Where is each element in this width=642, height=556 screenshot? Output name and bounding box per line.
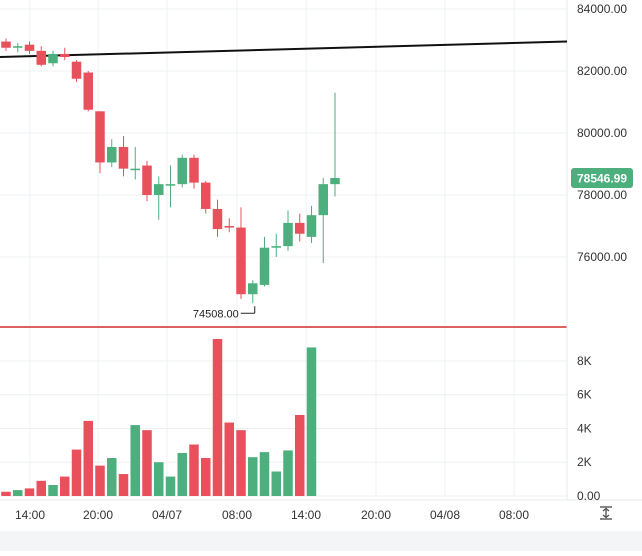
volume-bar bbox=[95, 465, 105, 496]
volume-bar bbox=[259, 452, 270, 496]
volume-tick-label: 4K bbox=[577, 421, 592, 435]
volume-bar bbox=[271, 471, 281, 496]
volume-bar bbox=[212, 339, 223, 496]
bottom-bar bbox=[0, 531, 642, 551]
volume-bar bbox=[165, 476, 176, 496]
candle-body bbox=[283, 222, 293, 247]
last-price-label: 78546.99 bbox=[577, 172, 627, 186]
volume-bar bbox=[24, 488, 35, 496]
time-tick-label: 04/07 bbox=[152, 508, 182, 522]
candle-body bbox=[36, 50, 46, 65]
candle-body bbox=[177, 157, 187, 185]
price-tick-label: 80000.00 bbox=[577, 126, 627, 140]
volume-bar bbox=[83, 420, 93, 496]
candle-body bbox=[212, 208, 223, 230]
candle-body bbox=[248, 283, 258, 295]
candle-body bbox=[224, 226, 234, 228]
candle-body bbox=[201, 182, 211, 209]
candle-body bbox=[330, 178, 340, 185]
volume-bar bbox=[283, 450, 293, 496]
volume-bar bbox=[48, 485, 58, 496]
candle-body bbox=[48, 53, 58, 64]
volume-bar bbox=[142, 430, 152, 496]
volume-bar bbox=[71, 449, 82, 496]
candle-body bbox=[24, 44, 35, 51]
trendline[interactable] bbox=[0, 40, 568, 59]
auto-scale-icon[interactable] bbox=[598, 505, 614, 521]
candles bbox=[1, 38, 340, 304]
candle-body bbox=[318, 184, 328, 216]
volume-bar bbox=[177, 452, 187, 496]
candle-body bbox=[71, 61, 82, 79]
candle-body bbox=[295, 222, 305, 234]
candle-body bbox=[83, 72, 93, 110]
price-tick-label: 78000.00 bbox=[577, 188, 627, 202]
volume-bar bbox=[118, 474, 129, 496]
volume-bar bbox=[60, 476, 70, 496]
candle-body bbox=[271, 246, 281, 248]
volume-tick-label: 6K bbox=[577, 388, 592, 402]
candle-body bbox=[259, 247, 270, 285]
volume-bar bbox=[248, 457, 258, 496]
candle-body bbox=[189, 157, 199, 183]
volume-bar bbox=[236, 430, 246, 496]
candle-body bbox=[13, 46, 23, 48]
time-tick-label: 08:00 bbox=[222, 508, 252, 522]
price-tick-label: 76000.00 bbox=[577, 250, 627, 264]
candle-body bbox=[165, 184, 176, 186]
time-tick-label: 20:00 bbox=[83, 508, 113, 522]
volume-bar bbox=[189, 444, 199, 496]
time-tick-label: 04/08 bbox=[430, 508, 460, 522]
price-tick-label: 84000.00 bbox=[577, 2, 627, 16]
axes: 84000.00 82000.00 80000.00 78000.00 76000.00… bbox=[15, 2, 627, 522]
labels: 78546.99 74508.00 bbox=[193, 168, 633, 320]
last-price-tag bbox=[571, 168, 633, 189]
candle-body bbox=[1, 41, 11, 48]
candle-body bbox=[306, 215, 317, 237]
volume-tick-label: 0.00 bbox=[577, 489, 601, 503]
trendline-segment[interactable] bbox=[0, 40, 568, 59]
volume-bar bbox=[295, 414, 305, 496]
time-axis-band bbox=[0, 500, 642, 534]
price-tick-label: 82000.00 bbox=[577, 64, 627, 78]
time-tick-label: 14:00 bbox=[15, 508, 45, 522]
volume-bar bbox=[306, 347, 317, 496]
low-price-label: 74508.00 bbox=[193, 308, 239, 320]
candle-body bbox=[118, 146, 129, 169]
volume-bars bbox=[1, 339, 317, 496]
time-tick-label: 14:00 bbox=[291, 508, 321, 522]
candle-body bbox=[107, 146, 117, 163]
candle-body bbox=[95, 111, 105, 163]
candle-body bbox=[130, 168, 140, 171]
volume-bar bbox=[130, 425, 140, 496]
volume-tick-label: 8K bbox=[577, 354, 592, 368]
volume-bar bbox=[201, 458, 211, 496]
volume-bar bbox=[1, 491, 11, 496]
time-tick-label: 20:00 bbox=[361, 508, 391, 522]
candle-body bbox=[154, 184, 164, 195]
candle-body bbox=[142, 165, 152, 195]
volume-bar bbox=[154, 462, 164, 496]
volume-bar bbox=[107, 458, 117, 496]
volume-tick-label: 2K bbox=[577, 455, 592, 469]
volume-bar bbox=[13, 490, 23, 496]
volume-bar bbox=[224, 422, 234, 496]
time-tick-label: 08:00 bbox=[499, 508, 529, 522]
volume-bar bbox=[36, 480, 46, 496]
candle-body bbox=[60, 53, 70, 58]
candle-body bbox=[236, 227, 246, 295]
